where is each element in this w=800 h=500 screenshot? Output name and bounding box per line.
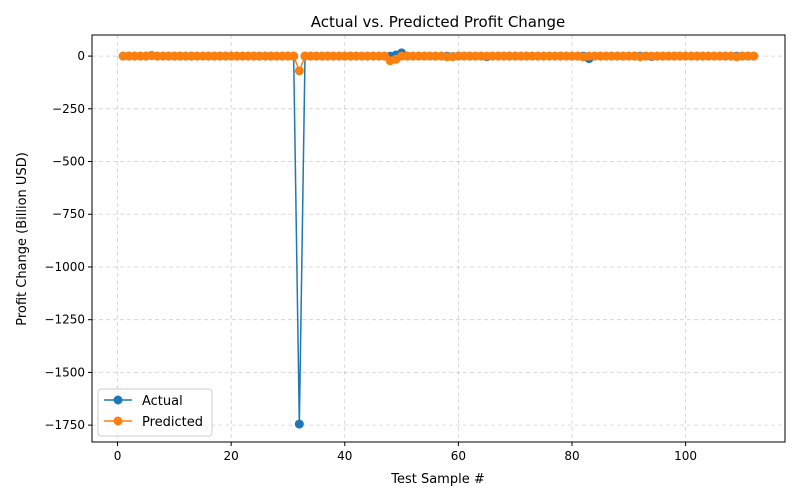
legend-predicted-label: Predicted bbox=[142, 415, 203, 430]
plot-area-frame bbox=[91, 34, 786, 443]
actual-point bbox=[294, 419, 304, 429]
y-axis-label: Profit Change (Billion USD) bbox=[15, 152, 30, 326]
series-layer bbox=[118, 48, 759, 429]
x-tick-label: 60 bbox=[451, 449, 466, 463]
x-tick-label: 100 bbox=[674, 449, 697, 463]
y-tick-label: −500 bbox=[52, 155, 85, 169]
actual-series bbox=[118, 48, 759, 429]
legend-predicted-marker bbox=[113, 416, 123, 426]
x-tick-label: 80 bbox=[564, 449, 579, 463]
y-tick-label: −1500 bbox=[44, 365, 85, 379]
y-tick-label: 0 bbox=[77, 49, 85, 63]
legend-actual-label: Actual bbox=[142, 394, 183, 409]
y-tick-label: −750 bbox=[52, 207, 85, 221]
y-tick-label: −1750 bbox=[44, 418, 85, 432]
y-axis-ticks: 0 −250 −500 −750 −1000 −1250 −1500 −1750 bbox=[44, 49, 92, 432]
x-tick-label: 0 bbox=[114, 449, 122, 463]
x-axis-ticks: 0 20 40 60 80 100 bbox=[114, 442, 697, 463]
y-tick-label: −1250 bbox=[44, 313, 85, 327]
predicted-point bbox=[289, 51, 299, 61]
legend-actual-marker bbox=[113, 395, 123, 405]
x-tick-label: 20 bbox=[224, 449, 239, 463]
x-tick-label: 40 bbox=[337, 449, 352, 463]
y-tick-label: −1000 bbox=[44, 260, 85, 274]
predicted-point bbox=[749, 51, 759, 61]
predicted-series bbox=[118, 51, 759, 76]
legend: Actual Predicted bbox=[97, 388, 213, 437]
predicted-point bbox=[294, 66, 304, 76]
x-axis-label: Test Sample # bbox=[390, 472, 485, 487]
grid-lines bbox=[92, 35, 785, 442]
y-tick-label: −250 bbox=[52, 102, 85, 116]
chart-title: Actual vs. Predicted Profit Change bbox=[311, 13, 566, 31]
